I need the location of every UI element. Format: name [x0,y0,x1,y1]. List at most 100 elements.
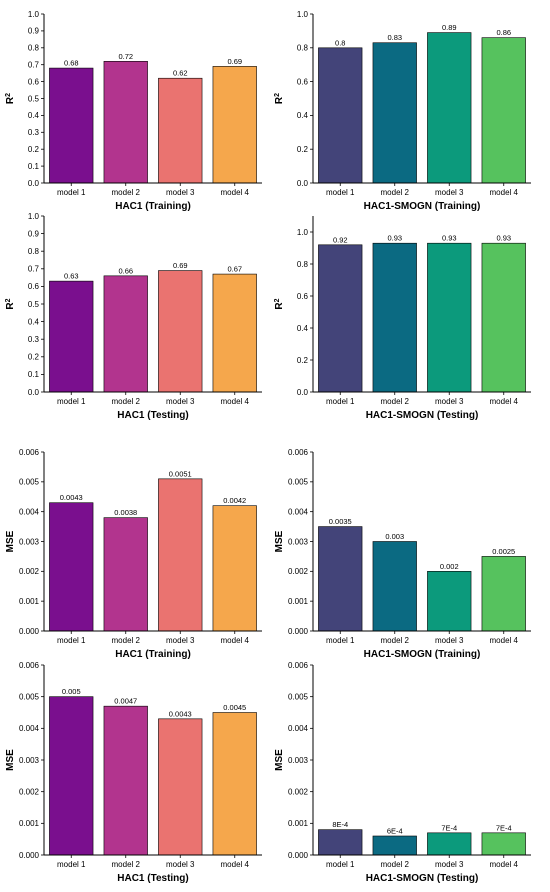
bar-value-label: 0.0045 [223,703,246,712]
chart-title: HAC1 (Training) [115,649,191,660]
bar-model-2 [103,275,148,393]
x-tick-label: model 1 [326,397,355,406]
bar-model-3 [158,77,203,184]
y-tick-label: 0.2 [297,145,309,154]
y-tick-label: 0.6 [28,282,40,291]
bar-value-label: 0.0051 [169,469,192,478]
y-tick-label: 0.005 [288,478,309,487]
y-tick-label: 0.6 [297,292,309,301]
y-tick-label: 0.003 [19,756,40,765]
bar-model-4 [481,37,526,184]
bar-model-1 [318,47,363,184]
bar-value-label: 0.0035 [329,517,352,526]
y-tick-label: 1.0 [297,10,309,19]
bar-value-label: 0.69 [227,57,242,66]
y-tick-label: 0.002 [288,567,309,576]
bar-model-4 [481,832,526,856]
bar-model-2 [103,61,148,184]
bar-model-1 [318,526,363,632]
y-tick-label: 0.2 [28,353,40,362]
y-tick-label: 0.004 [288,724,309,733]
x-tick-label: model 3 [435,397,464,406]
bar-model-2 [372,541,417,632]
x-tick-label: model 3 [166,397,195,406]
x-tick-label: model 2 [112,860,141,869]
bar-model-4 [212,712,257,856]
bar-value-label: 0.66 [118,266,133,275]
bar-chart-panel-3: 0.63 model 1 0.66 model 2 0.69 model 3 0.67 mod… [5,212,262,421]
bar-value-label: 0.86 [496,28,511,37]
y-tick-label: 0.000 [19,627,40,636]
y-tick-label: 0.001 [19,597,40,606]
y-tick-label: 0.8 [297,260,309,269]
x-tick-label: model 3 [435,636,464,645]
x-tick-label: model 4 [221,860,250,869]
bar-value-label: 6E-4 [387,827,403,836]
y-tick-label: 0.8 [28,247,40,256]
y-tick-label: 0.000 [288,851,309,860]
bar-value-label: 0.69 [173,261,188,270]
x-tick-label: model 3 [166,860,195,869]
y-tick-label: 0.006 [19,448,40,457]
x-tick-label: model 1 [57,860,86,869]
bar-chart-panel-7: 0.005 model 1 0.0047 model 2 0.0043 model 3 0.… [5,661,262,884]
chart-title: HAC1 (Training) [115,201,191,212]
y-tick-label: 0.005 [19,692,40,701]
x-tick-label: model 2 [112,188,141,197]
bar-model-1 [318,244,363,393]
bar-value-label: 0.0043 [60,493,83,502]
y-tick-label: 0.0 [28,179,40,188]
x-tick-label: model 3 [166,188,195,197]
x-tick-label: model 1 [326,636,355,645]
chart-title: HAC1-SMOGN (Training) [364,201,481,212]
bar-model-4 [212,273,257,393]
bar-chart-panel-5: 0.0043 model 1 0.0038 model 2 0.0051 model 3 0… [5,448,262,660]
y-tick-label: 0.1 [28,162,40,171]
bar-chart-panel-2: 0.8 model 1 0.83 model 2 0.89 model 3 0.86 mode… [274,10,531,212]
bar-model-2 [372,242,417,393]
y-tick-label: 0.1 [28,370,40,379]
x-tick-label: model 2 [112,397,141,406]
chart-title: HAC1 (Testing) [117,873,188,884]
chart-title: HAC1-SMOGN (Testing) [366,873,479,884]
y-axis-label: R2 [274,298,286,309]
bar-chart-panel-6: 0.0035 model 1 0.003 model 2 0.002 model 3 0.0… [274,448,531,660]
bar-value-label: 0.93 [496,234,511,243]
x-tick-label: model 4 [490,636,519,645]
y-tick-label: 0.0 [297,179,309,188]
bar-value-label: 0.68 [64,59,79,68]
y-tick-label: 0.0 [297,388,309,397]
y-tick-label: 0.3 [28,128,40,137]
y-tick-label: 0.006 [288,661,309,670]
bar-value-label: 0.0038 [114,508,137,517]
x-tick-label: model 2 [112,636,141,645]
y-tick-label: 1.0 [28,10,40,19]
bar-chart-panel-1: 0.68 model 1 0.72 model 2 0.62 model 3 0.69 mod… [5,10,262,212]
y-axis-label: R2 [5,298,17,309]
x-tick-label: model 2 [381,860,410,869]
y-axis-label: MSE [5,530,16,552]
bar-model-3 [427,242,472,393]
y-tick-label: 0.001 [19,819,40,828]
y-tick-label: 0.4 [28,111,40,120]
x-tick-label: model 4 [221,397,250,406]
bar-model-4 [212,66,257,184]
bar-model-3 [427,571,472,632]
x-tick-label: model 1 [326,188,355,197]
x-tick-label: model 4 [221,188,250,197]
y-tick-label: 0.003 [288,756,309,765]
bar-model-4 [212,505,257,632]
bar-value-label: 0.0043 [169,709,192,718]
bar-model-1 [318,829,363,856]
y-tick-label: 0.004 [19,507,40,516]
y-tick-label: 0.004 [288,507,309,516]
x-tick-label: model 2 [381,636,410,645]
bar-model-2 [372,42,417,184]
x-tick-label: model 1 [57,397,86,406]
y-tick-label: 0.9 [28,229,40,238]
bar-value-label: 0.89 [442,23,457,32]
y-tick-label: 1.0 [297,228,309,237]
x-tick-label: model 2 [381,397,410,406]
bar-chart-panel-8: 8E-4 model 1 6E-4 model 2 7E-4 model 3 7E-4 mod… [274,661,531,884]
